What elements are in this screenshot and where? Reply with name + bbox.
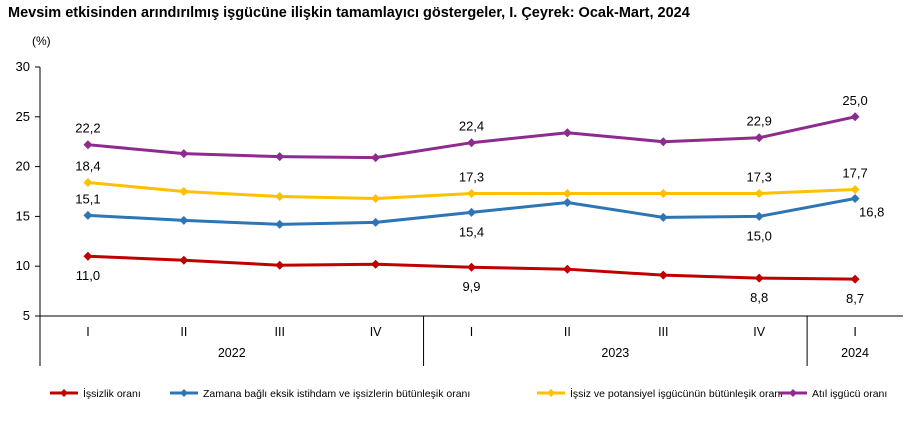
- data-point-marker: [179, 215, 189, 225]
- legend-entry-label: Atıl işgücü oranı: [812, 388, 887, 400]
- data-point-marker: [83, 178, 93, 188]
- data-point-marker: [371, 153, 381, 163]
- data-label: 11,0: [76, 268, 100, 283]
- y-tick-label: 10: [16, 258, 30, 273]
- data-point-marker: [658, 137, 668, 147]
- x-tick-label: II: [180, 325, 187, 339]
- data-point-marker: [179, 149, 189, 159]
- data-point-marker: [275, 191, 285, 201]
- data-point-marker: [179, 255, 189, 265]
- y-tick-label: 30: [16, 59, 30, 74]
- data-point-marker: [658, 212, 668, 222]
- data-label: 16,8: [859, 204, 884, 219]
- y-tick-label: 25: [16, 109, 30, 124]
- data-point-marker: [467, 138, 476, 148]
- chart-title: Mevsim etkisinden arındırılmış işgücüne …: [8, 5, 690, 21]
- data-label: 8,8: [750, 290, 768, 305]
- data-label: 9,9: [462, 279, 480, 294]
- data-point-marker: [467, 262, 476, 272]
- data-point-marker: [371, 193, 381, 203]
- data-point-marker: [275, 260, 285, 270]
- data-point-marker: [275, 152, 285, 162]
- data-point-marker: [467, 207, 476, 217]
- data-point-marker: [562, 264, 572, 274]
- data-point-marker: [371, 259, 381, 269]
- year-label: 2022: [218, 346, 246, 360]
- data-label: 15,1: [75, 191, 100, 206]
- x-tick-label: IV: [753, 325, 765, 339]
- data-point-marker: [562, 128, 572, 138]
- data-point-marker: [275, 219, 285, 229]
- data-point-marker: [658, 270, 668, 280]
- data-point-marker: [850, 274, 860, 284]
- legend-entry-label: İşsizlik oranı: [83, 387, 141, 400]
- data-point-marker: [562, 188, 572, 198]
- x-tick-label: III: [658, 325, 668, 339]
- data-point-marker: [754, 188, 764, 198]
- data-label: 15,0: [747, 228, 772, 243]
- data-label: 22,2: [75, 121, 100, 136]
- data-label: 15,4: [459, 224, 484, 239]
- data-point-marker: [850, 112, 860, 122]
- data-label: 22,9: [747, 114, 772, 129]
- legend-entry-label: Zamana bağlı eksik istihdam ve işsizleri…: [203, 388, 470, 400]
- y-tick-label: 15: [16, 208, 30, 223]
- data-point-marker: [467, 188, 476, 198]
- data-label: 17,3: [459, 169, 484, 184]
- data-point-marker: [371, 217, 381, 227]
- data-point-marker: [850, 193, 860, 203]
- x-tick-label: I: [470, 325, 473, 339]
- year-label: 2024: [841, 346, 869, 360]
- x-tick-label: I: [86, 325, 89, 339]
- data-point-marker: [754, 133, 764, 143]
- data-point-marker: [83, 210, 93, 220]
- legend-swatch-marker: [180, 389, 188, 397]
- year-label: 2023: [601, 346, 629, 360]
- data-point-marker: [754, 273, 764, 283]
- data-label: 22,4: [459, 119, 484, 134]
- data-point-marker: [179, 187, 189, 196]
- data-label: 25,0: [842, 93, 867, 108]
- data-point-marker: [83, 140, 93, 150]
- data-point-marker: [850, 185, 860, 195]
- y-tick-label: 20: [16, 159, 30, 174]
- legend-swatch-marker: [547, 389, 555, 397]
- data-point-marker: [83, 251, 93, 261]
- y-tick-label: 5: [23, 308, 30, 323]
- y-axis-unit-label: (%): [32, 34, 51, 48]
- data-label: 17,7: [842, 166, 867, 181]
- data-point-marker: [754, 211, 764, 221]
- data-label: 18,4: [75, 159, 100, 174]
- x-tick-label: IV: [370, 325, 382, 339]
- x-tick-label: I: [853, 325, 856, 339]
- x-tick-label: II: [564, 325, 571, 339]
- legend-swatch-marker: [789, 389, 797, 397]
- legend-swatch-marker: [60, 389, 68, 397]
- legend-entry-label: İşsiz ve potansiyel işgücünün bütünleşik…: [570, 387, 783, 400]
- data-point-marker: [658, 188, 668, 198]
- data-label: 17,3: [747, 169, 772, 184]
- data-point-marker: [562, 197, 572, 207]
- data-label: 8,7: [846, 291, 864, 306]
- x-tick-label: III: [275, 325, 285, 339]
